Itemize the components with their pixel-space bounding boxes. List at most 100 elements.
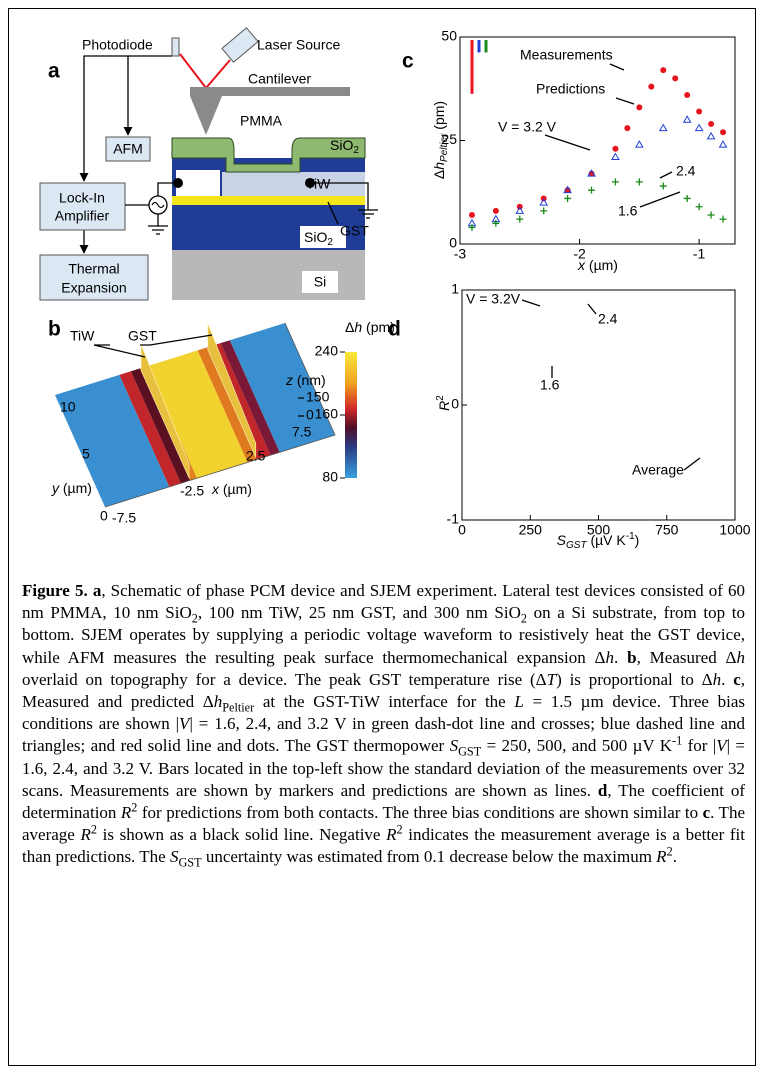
laser <box>222 28 258 62</box>
y-tick-label: 0 <box>451 396 459 412</box>
caption-text: h <box>214 692 223 711</box>
tick-label: 0 <box>100 508 108 524</box>
marker-dot <box>648 84 654 90</box>
annotation: Average <box>632 462 684 478</box>
label: Cantilever <box>248 71 311 87</box>
caption-text: V <box>716 736 726 755</box>
x-axis-label: SGST (µV K-1) <box>557 531 640 551</box>
photodiode <box>172 38 179 56</box>
label: Expansion <box>61 280 126 296</box>
caption-text: h <box>713 670 722 689</box>
label: Δ <box>345 319 354 335</box>
caption-text: -1 <box>672 734 682 748</box>
marker-cross <box>588 187 595 194</box>
label: (pm) <box>431 101 447 134</box>
marker-cross <box>516 216 523 223</box>
marker-triangle <box>720 141 727 147</box>
label: Photodiode <box>82 37 153 53</box>
caption-text: for predictions from both contacts. The … <box>137 803 702 822</box>
label: GST <box>340 223 369 239</box>
marker-dot <box>672 75 678 81</box>
annotation: Measurements <box>520 47 613 63</box>
x-tick-label: 750 <box>655 522 679 538</box>
marker-dot <box>493 208 499 214</box>
label: (µm) <box>219 481 252 497</box>
label: Lock-In <box>59 190 105 206</box>
label: Amplifier <box>55 208 110 224</box>
label: Δ <box>431 170 447 179</box>
marker-cross <box>660 183 667 190</box>
annotation: 1.6 <box>540 377 560 393</box>
tick-label: 5 <box>82 446 90 462</box>
caption-text: overlaid on topography for a device. The… <box>22 670 547 689</box>
x-tick-label: -1 <box>693 246 706 262</box>
marker-cross <box>612 178 619 185</box>
axis-label: z (nm) <box>285 372 326 388</box>
tiw-layer <box>222 172 365 196</box>
x-tick-label: 1000 <box>719 522 750 538</box>
tip <box>190 96 222 135</box>
x-axis-label: x (µm) <box>577 257 618 273</box>
caption-text: GST <box>458 745 481 759</box>
caption-text: ) is proportional to Δ <box>556 670 713 689</box>
marker-triangle <box>636 141 643 147</box>
label: PMMA <box>240 113 283 129</box>
figure: a Photodiode Laser Source Cantilever AFM… <box>0 0 768 575</box>
label: SiO <box>304 229 327 245</box>
colorbar-tick-label: 240 <box>315 343 339 359</box>
marker-triangle <box>708 133 715 139</box>
colorbar-tick-label: 160 <box>315 406 339 422</box>
y-axis-label: ΔhPeltier (pm) <box>431 101 450 179</box>
tick-label: 7.5 <box>292 424 312 440</box>
marker-cross <box>684 195 691 202</box>
caption-text: h <box>737 648 746 667</box>
caption-text: . <box>673 847 677 866</box>
caption-text: . <box>721 670 733 689</box>
annotation: V = 3.2 V <box>498 119 557 135</box>
panel-label: b <box>48 318 61 341</box>
label: 2 <box>353 145 359 156</box>
annotation: V = 3.2V <box>466 291 521 307</box>
caption-text: is shown as a black solid line. Negative <box>97 825 386 844</box>
marker-dot <box>660 67 666 73</box>
surface <box>55 323 335 507</box>
colorbar-ticks: 24016080 <box>315 343 345 485</box>
tick-label: 0 <box>306 407 314 423</box>
caption-text: R <box>386 825 396 844</box>
label: GST <box>128 328 157 344</box>
label: Thermal <box>68 261 119 277</box>
marker-triangle <box>684 116 691 122</box>
caption-text: for | <box>682 736 716 755</box>
page: a Photodiode Laser Source Cantilever AFM… <box>0 0 768 1078</box>
label: 2 <box>435 395 446 401</box>
annotation: 2.4 <box>598 311 618 327</box>
colorbar <box>345 352 357 478</box>
marker-dot <box>612 146 618 152</box>
annotation: Predictions <box>536 81 605 97</box>
marker-triangle <box>612 154 619 160</box>
label: 2 <box>327 237 333 248</box>
axis-label: y (µm) <box>51 480 92 496</box>
caption-text: R <box>656 847 666 866</box>
caption-text: b <box>627 648 636 667</box>
laser-beam <box>180 54 230 88</box>
annotation: 2.4 <box>676 163 696 179</box>
caption-text: Figure 5. <box>22 581 88 600</box>
gst-layer <box>172 196 365 205</box>
marker-cross <box>636 178 643 185</box>
y-axis-label: R2 <box>435 395 452 411</box>
label: AFM <box>113 141 143 157</box>
panel-a: a Photodiode Laser Source Cantilever AFM… <box>40 28 378 300</box>
panel-b: b TiW GST 10 5 y (µm) 0 -7.5 -2.5 x (µm)… <box>48 318 395 526</box>
x-tick-label: 250 <box>519 522 543 538</box>
marker-dot <box>708 121 714 127</box>
cantilever <box>190 87 350 96</box>
caption-text: T <box>547 670 556 689</box>
label: SiO <box>330 137 353 153</box>
caption-text: c <box>703 803 711 822</box>
axis-label: x (µm) <box>211 481 252 497</box>
label: GST <box>566 540 587 551</box>
y-tick-label: 50 <box>441 28 457 44</box>
